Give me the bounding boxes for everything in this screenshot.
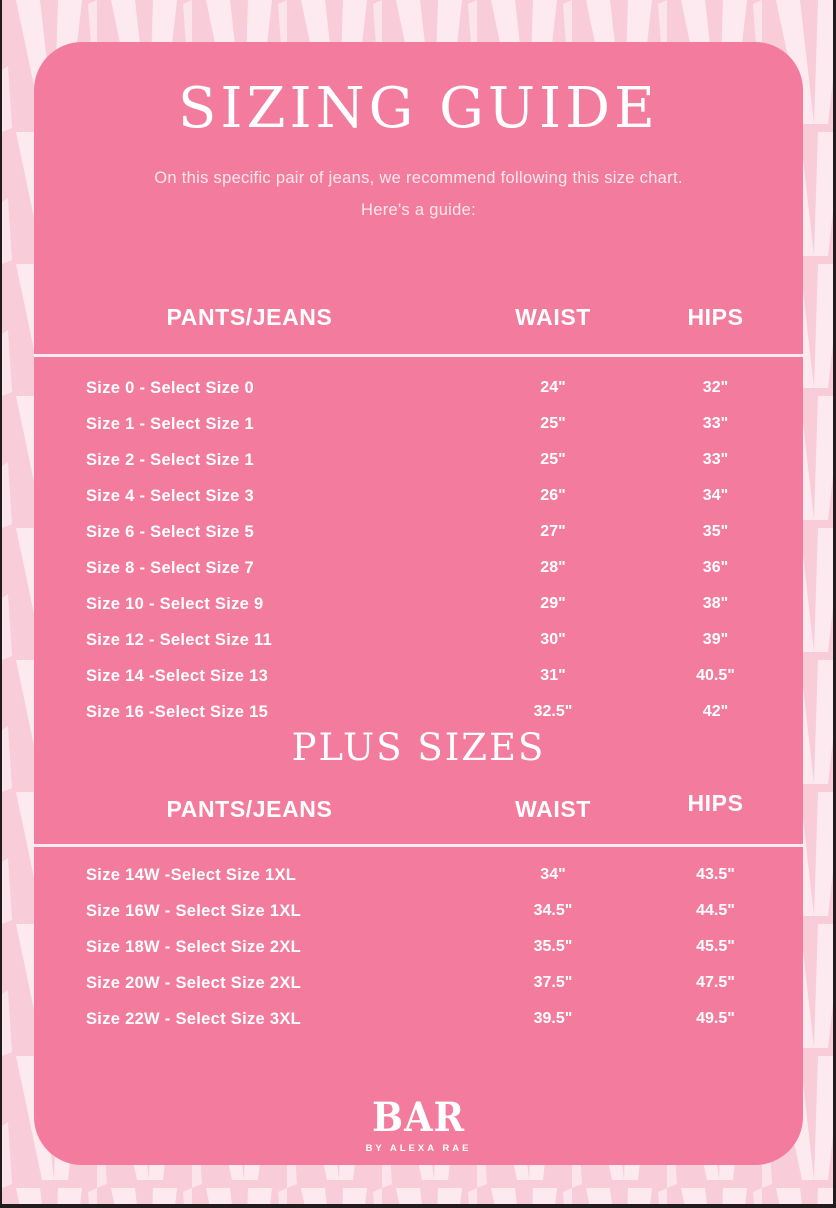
table-row: Size 20W - Select Size 2XL 37.5" 47.5" (34, 965, 803, 1001)
table-row: Size 6 - Select Size 5 27" 35" (34, 514, 803, 550)
waist-value: 24" (540, 379, 566, 396)
waist-value: 30" (540, 631, 566, 648)
table-row: Size 18W - Select Size 2XL 35.5" 45.5" (34, 929, 803, 965)
header-pants-jeans: PANTS/JEANS (166, 304, 333, 330)
header-waist: WAIST (515, 796, 591, 822)
table-row: Size 14W -Select Size 1XL 34" 43.5" (34, 857, 803, 893)
table-row: Size 2 - Select Size 1 25" 33" (34, 442, 803, 478)
hips-value: 45.5" (696, 938, 735, 955)
waist-value: 26" (540, 487, 566, 504)
table-row: Size 4 - Select Size 3 26" 34" (34, 478, 803, 514)
table-row: Size 14 -Select Size 13 31" 40.5" (34, 658, 803, 694)
waist-value: 34" (540, 866, 566, 883)
hips-value: 40.5" (696, 667, 735, 684)
table-row: Size 1 - Select Size 1 25" 33" (34, 406, 803, 442)
header-divider (34, 844, 803, 847)
plus-table-header: PANTS/JEANS WAIST HIPS (34, 790, 803, 823)
waist-value: 28" (540, 559, 566, 576)
table-row: Size 12 - Select Size 11 30" 39" (34, 622, 803, 658)
waist-value: 31" (540, 667, 566, 684)
table-row: Size 0 - Select Size 0 24" 32" (34, 370, 803, 406)
size-label: Size 1 - Select Size 1 (86, 414, 255, 433)
brand-logo-name: BAR (371, 1094, 466, 1141)
table-row: Size 8 - Select Size 7 28" 36" (34, 550, 803, 586)
waist-value: 27" (540, 523, 566, 540)
size-label: Size 22W - Select Size 3XL (86, 1009, 302, 1028)
brand-logo: BAR BY ALEXA RAE (34, 1094, 803, 1155)
hips-value: 43.5" (696, 866, 735, 883)
standard-table-header: PANTS/JEANS WAIST HIPS (34, 304, 803, 331)
hips-value: 47.5" (696, 974, 735, 991)
size-label: Size 14 -Select Size 13 (86, 666, 269, 685)
table-row: Size 16 -Select Size 15 32.5" 42" (34, 694, 803, 730)
size-label: Size 12 - Select Size 11 (86, 630, 273, 649)
hips-value: 36" (702, 559, 729, 576)
hips-value: 33" (702, 415, 729, 432)
hips-value: 34" (702, 487, 729, 504)
waist-value: 29" (540, 595, 566, 612)
plus-sizes-heading: PLUS SIZES (291, 726, 546, 769)
header-waist: WAIST (515, 304, 591, 330)
size-label: Size 20W - Select Size 2XL (86, 973, 302, 992)
hips-value: 42" (702, 703, 729, 720)
size-label: Size 0 - Select Size 0 (86, 378, 255, 397)
waist-value: 37.5" (533, 974, 573, 991)
size-label: Size 16W - Select Size 1XL (86, 901, 302, 920)
hips-value: 38" (702, 595, 729, 612)
hips-value: 35" (702, 523, 729, 540)
hips-value: 32" (702, 379, 729, 396)
size-label: Size 6 - Select Size 5 (86, 522, 255, 541)
size-label: Size 8 - Select Size 7 (86, 558, 255, 577)
size-label: Size 14W -Select Size 1XL (86, 865, 297, 884)
intro-line-1: On this specific pair of jeans, we recom… (154, 169, 683, 187)
table-row: Size 16W - Select Size 1XL 34.5" 44.5" (34, 893, 803, 929)
sizing-card: SIZING GUIDE On this specific pair of je… (34, 42, 803, 1165)
size-label: Size 16 -Select Size 15 (86, 702, 269, 721)
size-label: Size 4 - Select Size 3 (86, 486, 255, 505)
hips-value: 44.5" (696, 902, 735, 919)
waist-value: 32.5" (533, 703, 573, 720)
plus-table-body: Size 14W -Select Size 1XL 34" 43.5" Size… (34, 857, 803, 1037)
standard-table-body: Size 0 - Select Size 0 24" 32" Size 1 - … (34, 370, 803, 730)
hips-value: 49.5" (696, 1010, 735, 1027)
size-label: Size 2 - Select Size 1 (86, 450, 255, 469)
header-pants-jeans: PANTS/JEANS (166, 796, 333, 822)
header-divider (34, 354, 803, 357)
header-hips: HIPS (687, 304, 744, 330)
header-hips: HIPS (687, 790, 744, 816)
intro-text: On this specific pair of jeans, we recom… (94, 162, 743, 226)
waist-value: 39.5" (533, 1010, 573, 1027)
hips-value: 39" (702, 631, 729, 648)
size-label: Size 18W - Select Size 2XL (86, 937, 302, 956)
page-title: SIZING GUIDE (178, 76, 659, 141)
waist-value: 25" (540, 415, 566, 432)
brand-logo-tagline: BY ALEXA RAE (365, 1143, 472, 1154)
table-row: Size 10 - Select Size 9 29" 38" (34, 586, 803, 622)
size-label: Size 10 - Select Size 9 (86, 594, 264, 613)
hips-value: 33" (702, 451, 729, 468)
intro-line-2: Here's a guide: (361, 201, 476, 220)
waist-value: 35.5" (533, 938, 573, 955)
table-row: Size 22W - Select Size 3XL 39.5" 49.5" (34, 1001, 803, 1037)
waist-value: 34.5" (533, 902, 573, 919)
waist-value: 25" (540, 451, 566, 468)
